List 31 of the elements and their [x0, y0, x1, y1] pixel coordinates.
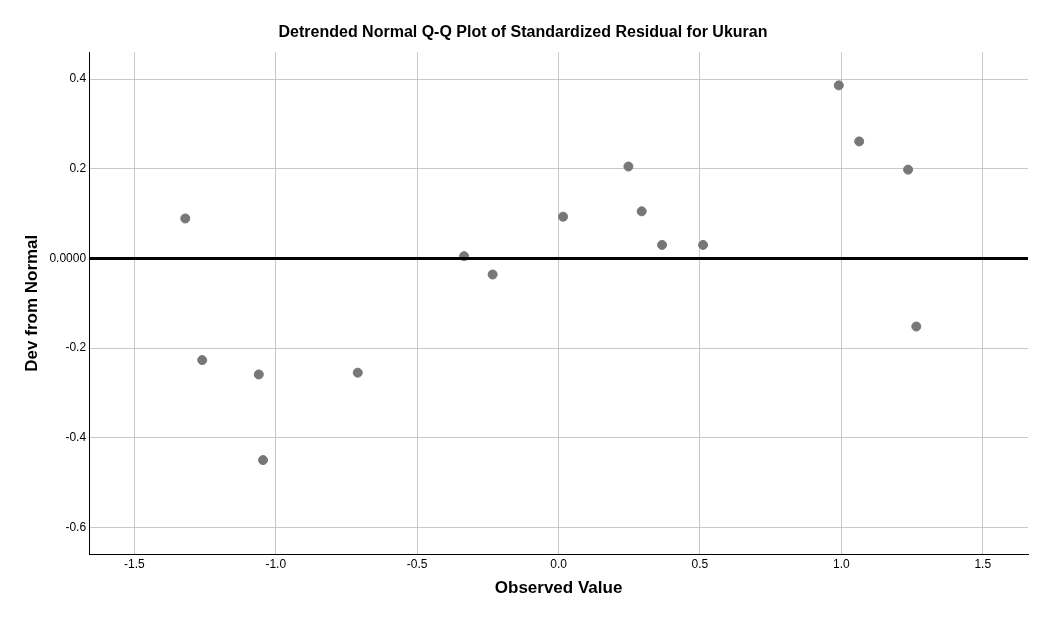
point: [833, 80, 844, 91]
y-tick-label: 0.2: [69, 161, 87, 176]
y-tick-label: 0.4: [69, 71, 87, 86]
x-axis-title: Observed Value: [494, 578, 623, 598]
y-tick-label: -0.4: [65, 429, 87, 444]
point: [197, 355, 208, 366]
y-tick-label: -0.6: [65, 519, 87, 534]
point: [657, 239, 668, 250]
x-tick-label: -1.0: [265, 556, 287, 571]
point: [698, 239, 709, 250]
point: [258, 455, 269, 466]
y-axis-title: Dev from Normal: [21, 234, 41, 372]
point: [558, 211, 569, 222]
y-tick-label: 0.0000: [49, 250, 87, 265]
point: [911, 321, 922, 332]
x-tick-label: 1.5: [974, 556, 992, 571]
point: [636, 206, 647, 217]
point: [352, 367, 363, 378]
y-tick-label: -0.2: [65, 340, 87, 355]
point: [253, 369, 264, 380]
point: [623, 161, 634, 172]
point: [180, 213, 191, 224]
x-tick-label: -1.5: [124, 556, 146, 571]
point: [903, 164, 914, 175]
chart-title: Detrended Normal Q-Q Plot of Standardized Residual for Ukuran: [278, 23, 768, 41]
x-tick-label: 1.0: [833, 556, 851, 571]
x-tick-label: 0.0: [550, 556, 568, 571]
point: [487, 269, 498, 280]
x-tick-label: -0.5: [406, 556, 428, 571]
point: [854, 136, 865, 147]
x-tick-label: 0.5: [691, 556, 709, 571]
